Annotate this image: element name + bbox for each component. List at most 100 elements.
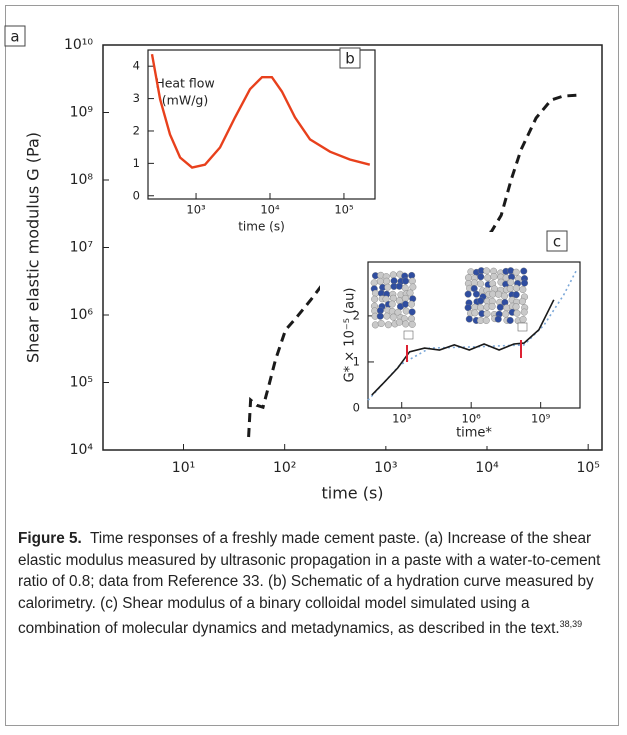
particle: [512, 291, 520, 299]
panel-label: c: [553, 233, 561, 251]
particle-snapshot: [370, 270, 417, 329]
particle: [506, 316, 514, 324]
inset-background: [116, 48, 380, 236]
particle: [401, 300, 409, 308]
caption: Figure 5. Time responses of a freshly ma…: [18, 528, 614, 640]
figure: 10¹ 10² 10³ 10⁴ 10⁵ 10⁴ 10⁵ 10⁶ 10⁷ 10⁸ 10⁹ 10¹⁰ tim…: [4, 25, 603, 503]
panel-label-box: [4, 25, 26, 47]
particle: [483, 310, 491, 318]
y-axis-title: Shear elastic modulus G (Pa): [24, 132, 43, 363]
particle: [520, 308, 528, 316]
annotation: Heat flow: [155, 76, 214, 91]
particle: [519, 315, 527, 323]
x-tick-label: 10³: [392, 412, 412, 426]
y-tick-label: 10⁴: [70, 442, 94, 458]
particle: [376, 312, 384, 320]
particle: [409, 283, 417, 291]
particle: [401, 284, 409, 292]
particle: [512, 268, 520, 276]
y-tick-label: 1: [353, 354, 360, 368]
particle: [477, 280, 485, 288]
x-axis-title: time (s): [321, 484, 383, 503]
particle: [507, 278, 515, 286]
y-tick-label: 3: [133, 91, 140, 105]
particle: [482, 316, 490, 324]
particle: [402, 307, 410, 315]
y-tick-label: 10⁶: [70, 307, 94, 323]
panel-label: a: [10, 28, 19, 46]
y-tick-label: 0: [353, 401, 360, 415]
x-tick-label: 10³: [374, 460, 397, 476]
particle: [408, 320, 416, 328]
particle: [495, 290, 503, 298]
particle: [402, 320, 410, 328]
data-line: [150, 53, 371, 169]
panel-label: b: [345, 50, 355, 68]
y-tick-label: 10¹⁰: [64, 37, 93, 53]
particle: [477, 297, 485, 305]
particle-snapshot: [464, 267, 529, 325]
particle: [376, 277, 384, 285]
particle: [477, 304, 485, 312]
particle: [488, 302, 496, 310]
particle: [465, 315, 473, 323]
particle: [513, 309, 521, 317]
particle: [521, 279, 529, 287]
particle: [496, 303, 504, 311]
particle: [477, 273, 485, 281]
particle: [465, 274, 473, 282]
particle: [389, 271, 397, 279]
particle: [371, 295, 379, 303]
x-tick-label: 10⁶: [462, 412, 482, 426]
particle: [395, 318, 403, 326]
x-tick-label: 10⁴: [260, 203, 280, 217]
y-axis-title: G* × 10⁻⁵ (au): [343, 288, 358, 383]
y-tick-label: 10⁵: [70, 375, 93, 391]
particle: [384, 321, 392, 329]
particle: [484, 274, 492, 282]
particle: [377, 319, 385, 327]
particle: [518, 297, 526, 305]
particle: [383, 277, 391, 285]
particle: [388, 300, 396, 308]
particle: [389, 313, 397, 321]
particle: [501, 292, 509, 300]
x-tick-label: 10⁹: [531, 412, 551, 426]
particle: [483, 267, 491, 275]
particle: [502, 310, 510, 318]
panel-label-box: [546, 230, 568, 252]
x-axis-title: time*: [456, 426, 492, 441]
panel-label-box: [339, 47, 361, 69]
particle: [395, 282, 403, 290]
particle: [490, 272, 498, 280]
y-tick-label: 2: [353, 308, 360, 322]
particle: [520, 267, 528, 275]
x-tick-label: 10⁵: [334, 203, 354, 217]
x-tick-label: 10⁴: [475, 460, 499, 476]
plot-frame: [147, 49, 376, 200]
particle: [471, 309, 479, 317]
marker-box: [403, 330, 414, 340]
particle: [371, 289, 379, 297]
inset-background: [320, 232, 586, 446]
y-tick-label: 10⁸: [70, 172, 94, 188]
particle: [384, 283, 392, 291]
data-line: [371, 299, 555, 396]
figure-frame: [5, 5, 619, 726]
y-tick-label: 1: [133, 156, 140, 170]
particle: [408, 308, 416, 316]
plot-frame: [367, 261, 581, 409]
y-tick-label: 2: [133, 123, 140, 137]
particle: [406, 289, 414, 297]
particle: [472, 290, 480, 298]
particle: [506, 285, 514, 293]
annotation: (mW/g): [162, 93, 208, 108]
particle: [370, 279, 378, 287]
particle: [383, 312, 391, 320]
particle: [389, 294, 397, 302]
y-tick-label: 0: [133, 188, 140, 202]
particle: [512, 284, 520, 292]
y-tick-label: 10⁹: [70, 105, 94, 121]
caption-text: Time responses of a freshly made cement …: [18, 530, 601, 638]
